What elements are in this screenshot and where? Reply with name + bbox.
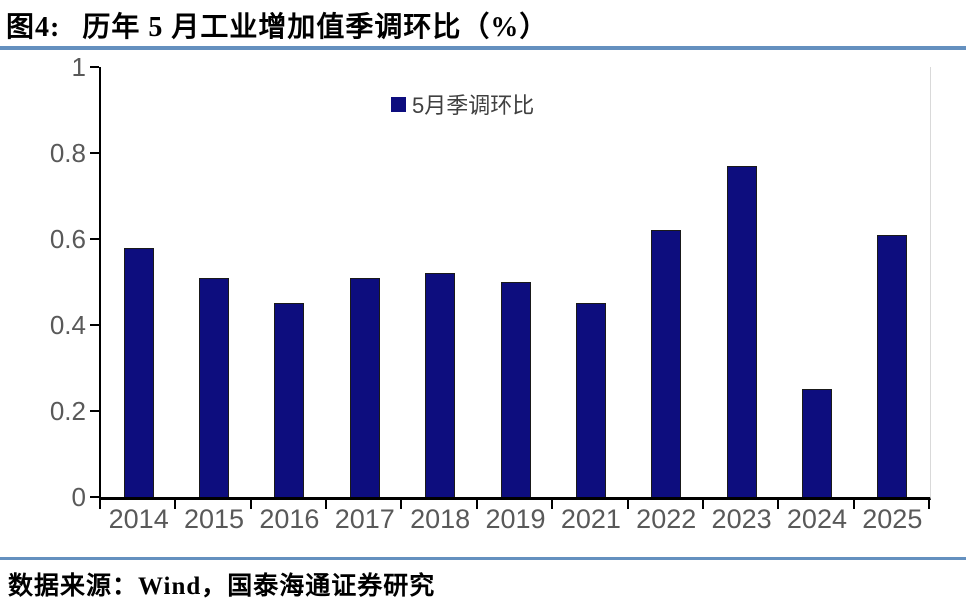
bar-2016 bbox=[274, 303, 305, 497]
chart-title-text: 历年 5 月工业增加值季调环比（%） bbox=[82, 12, 549, 43]
x-axis-tick-4 bbox=[400, 500, 403, 509]
x-axis-label-2015: 2015 bbox=[184, 504, 245, 534]
x-axis-tick-1 bbox=[174, 500, 177, 509]
bar-2025 bbox=[877, 235, 908, 497]
bar-2023 bbox=[726, 166, 757, 497]
x-axis-label-2023: 2023 bbox=[711, 504, 772, 534]
plot-area bbox=[99, 67, 931, 500]
x-axis-label-2019: 2019 bbox=[485, 504, 546, 534]
chart-legend: 5月季调环比 bbox=[391, 88, 534, 120]
x-axis-tick-10 bbox=[852, 500, 855, 509]
bar-2018 bbox=[425, 273, 456, 497]
x-axis-tick-2 bbox=[249, 500, 252, 509]
y-axis-tick-1 bbox=[90, 66, 99, 68]
x-axis-tick-6 bbox=[551, 500, 554, 509]
y-axis-tick-0.6 bbox=[90, 238, 99, 240]
x-axis-tick-0 bbox=[99, 500, 101, 509]
y-axis-tick-0.8 bbox=[90, 152, 99, 154]
bar-2021 bbox=[575, 303, 606, 497]
bar-2019 bbox=[500, 282, 531, 497]
legend-series-label: 5月季调环比 bbox=[412, 93, 535, 118]
bar-2024 bbox=[801, 389, 832, 497]
bar-2022 bbox=[651, 230, 682, 497]
y-axis-label-0.4: 0.4 bbox=[49, 310, 86, 340]
x-axis-label-2021: 2021 bbox=[560, 504, 621, 534]
y-axis-tick-0 bbox=[90, 496, 99, 498]
x-axis-label-2018: 2018 bbox=[410, 504, 471, 534]
x-axis-tick-3 bbox=[325, 500, 328, 509]
x-axis-label-2022: 2022 bbox=[636, 504, 697, 534]
bar-2017 bbox=[349, 278, 380, 497]
y-axis-label-0.8: 0.8 bbox=[49, 138, 86, 168]
data-source-note: 数据来源：Wind，国泰海通证券研究 bbox=[8, 573, 436, 600]
x-axis-label-2014: 2014 bbox=[108, 504, 169, 534]
figure-number: 图4: bbox=[6, 12, 61, 43]
footer-divider bbox=[0, 557, 966, 560]
title-divider bbox=[0, 46, 966, 50]
chart-title: 图4: 历年 5 月工业增加值季调环比（%） bbox=[6, 5, 548, 45]
y-axis-label-0.2: 0.2 bbox=[49, 396, 86, 426]
y-axis-label-0: 0 bbox=[71, 482, 86, 512]
legend-swatch-icon bbox=[391, 96, 406, 112]
y-axis-tick-0.2 bbox=[90, 410, 99, 412]
y-axis-label-1: 1 bbox=[71, 52, 86, 82]
x-axis-tick-5 bbox=[475, 500, 478, 509]
y-axis-tick-0.4 bbox=[90, 324, 99, 326]
bar-2014 bbox=[123, 248, 154, 497]
x-axis-label-2016: 2016 bbox=[259, 504, 320, 534]
x-axis-label-2017: 2017 bbox=[334, 504, 395, 534]
bar-2015 bbox=[199, 278, 230, 497]
x-axis-tick-7 bbox=[626, 500, 629, 509]
x-axis-tick-8 bbox=[701, 500, 704, 509]
x-axis-tick-11 bbox=[928, 500, 930, 509]
x-axis-label-2024: 2024 bbox=[786, 504, 847, 534]
y-axis-label-0.6: 0.6 bbox=[49, 224, 86, 254]
x-axis-label-2025: 2025 bbox=[862, 504, 923, 534]
x-axis-tick-9 bbox=[777, 500, 780, 509]
